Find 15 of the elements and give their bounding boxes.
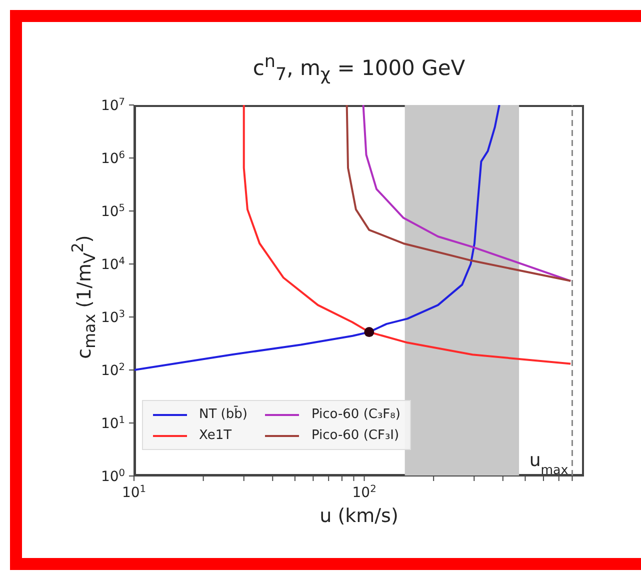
- legend-label: NT (bb̄): [199, 407, 248, 422]
- y-tick-label: 10$^{1}$: [100, 414, 125, 432]
- y-tick-label: 10$^{6}$: [100, 150, 125, 167]
- legend-label: Pico-60 (CF₃I): [311, 428, 400, 443]
- ref-line-label: u$_{max}$: [529, 450, 569, 476]
- y-tick-label: 10$^{2}$: [100, 362, 125, 379]
- y-tick-label: 10$^{3}$: [100, 308, 125, 326]
- chart-title: c$^{n}$$_{7}$, m$_{χ}$ = 1000 GeV: [252, 52, 466, 86]
- y-tick-label: 10$^{7}$: [100, 96, 125, 114]
- legend-label: Pico-60 (C₃F₈): [311, 407, 400, 422]
- y-tick-label: 10$^{4}$: [100, 256, 125, 273]
- x-axis-title: u (km/s): [318, 505, 400, 527]
- y-tick-label: 10$^{5}$: [100, 202, 125, 220]
- legend-label: Xe1T: [199, 428, 232, 443]
- y-tick-label: 10$^{0}$: [100, 468, 125, 485]
